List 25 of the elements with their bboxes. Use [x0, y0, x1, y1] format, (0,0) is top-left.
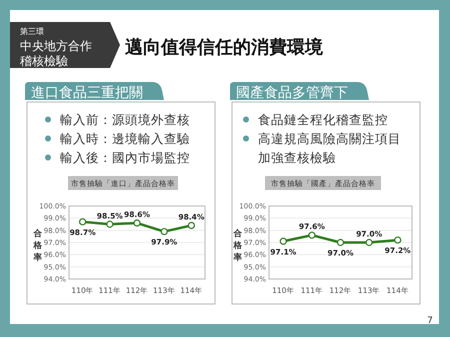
text: 國產食品多管齊下: [236, 85, 348, 101]
point: [280, 238, 287, 245]
point: [79, 218, 86, 226]
text: 輸入時：邊境輸入查驗: [60, 131, 190, 146]
text: 輸入前：源頭境外查核: [60, 112, 190, 127]
text: 進口食品三重把關: [31, 85, 143, 101]
text: 高違規高風險高關注項目: [258, 131, 401, 146]
text: 稽核檢驗: [20, 54, 68, 68]
text: 7: [427, 316, 433, 326]
y-axis-title: 合格率: [32, 228, 44, 263]
text: 加強查核檢驗: [258, 150, 336, 165]
point: [366, 238, 373, 246]
text: 中央地方合作: [20, 39, 92, 53]
text: 第三環: [20, 27, 44, 36]
point: [133, 219, 141, 227]
point: [188, 222, 195, 230]
point: [160, 228, 168, 236]
text: 邁向值得信任的消費環境: [125, 37, 323, 58]
point: [394, 236, 402, 244]
point: [336, 238, 344, 246]
y-axis-title: 合格率: [232, 228, 244, 263]
text: 食品鏈全程化稽查監控: [258, 112, 388, 127]
text: 輸入後：國內市場監控: [60, 150, 190, 165]
point: [106, 220, 114, 228]
point: [308, 232, 316, 239]
